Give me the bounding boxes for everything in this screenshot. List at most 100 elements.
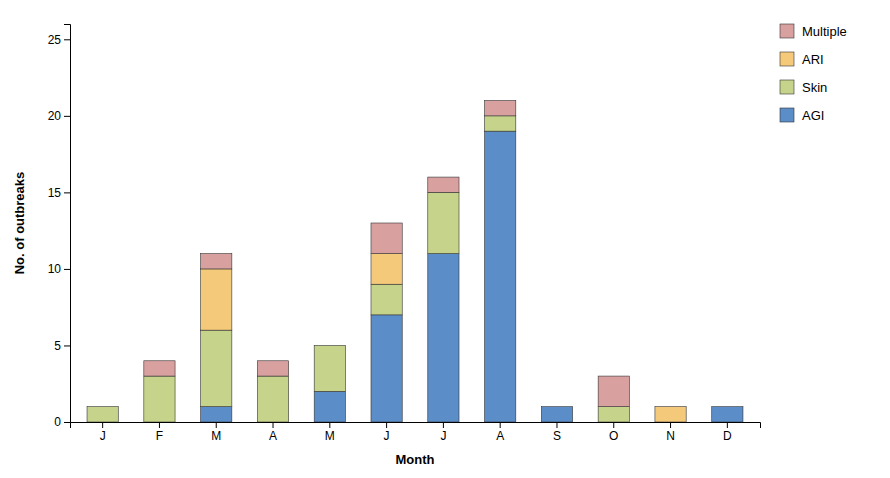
y-tick-mark bbox=[64, 116, 70, 117]
bar bbox=[144, 376, 175, 422]
x-tick-mark bbox=[727, 422, 728, 428]
x-tick-label: F bbox=[156, 429, 163, 443]
x-tick-label: O bbox=[609, 429, 618, 443]
x-tick: M bbox=[211, 422, 221, 443]
bar bbox=[314, 345, 345, 346]
bar bbox=[371, 254, 402, 285]
plot: 0510152025JFMAMJJASONDMonthNo. of outbre… bbox=[12, 25, 761, 468]
x-tick: S bbox=[553, 422, 561, 443]
x-tick: F bbox=[156, 422, 163, 443]
y-tick-label: 0 bbox=[54, 415, 61, 429]
x-tick-label: D bbox=[723, 429, 732, 443]
x-tick-mark bbox=[556, 422, 557, 428]
x-axis-line bbox=[71, 423, 761, 429]
bar bbox=[257, 361, 288, 376]
x-tick-mark bbox=[613, 422, 614, 428]
chart: 0510152025JFMAMJJASONDMonthNo. of outbre… bbox=[0, 0, 890, 478]
x-tick-label: J bbox=[100, 429, 106, 443]
bar bbox=[144, 361, 175, 376]
legend-label: ARI bbox=[802, 52, 824, 67]
bar bbox=[201, 330, 232, 407]
x-tick: J bbox=[100, 422, 106, 443]
x-tick-label: M bbox=[325, 429, 335, 443]
bar bbox=[371, 223, 402, 254]
x-tick-mark bbox=[216, 422, 217, 428]
x-tick-mark bbox=[273, 422, 274, 428]
bar bbox=[257, 376, 288, 422]
legend-swatch bbox=[780, 108, 794, 122]
legend-swatch bbox=[780, 52, 794, 66]
y-tick: 15 bbox=[48, 186, 70, 200]
legend-label: Multiple bbox=[802, 24, 847, 39]
x-tick-label: S bbox=[553, 429, 561, 443]
x-tick-label: M bbox=[211, 429, 221, 443]
x-tick-label: J bbox=[440, 429, 446, 443]
bar bbox=[314, 345, 345, 391]
legend-swatch bbox=[780, 80, 794, 94]
bar bbox=[598, 407, 629, 422]
x-tick-label: J bbox=[384, 429, 390, 443]
bar bbox=[541, 406, 572, 407]
x-tick-mark bbox=[102, 422, 103, 428]
x-tick: D bbox=[723, 422, 732, 443]
x-tick: J bbox=[440, 422, 446, 443]
y-tick: 20 bbox=[48, 109, 70, 123]
legend-item: Skin bbox=[780, 80, 827, 95]
series bbox=[201, 254, 687, 422]
y-tick-mark bbox=[64, 192, 70, 193]
y-axis-title: No. of outbreaks bbox=[12, 172, 27, 275]
bar bbox=[371, 315, 402, 422]
y-tick-mark bbox=[64, 422, 70, 423]
x-tick: J bbox=[384, 422, 390, 443]
x-tick: A bbox=[496, 422, 504, 443]
series bbox=[87, 116, 629, 422]
y-tick-label: 5 bbox=[54, 339, 61, 353]
y-tick-mark bbox=[64, 345, 70, 346]
bar bbox=[712, 407, 743, 422]
series bbox=[144, 101, 630, 407]
bar bbox=[314, 391, 345, 422]
y-axis-line bbox=[64, 25, 71, 423]
x-tick: N bbox=[666, 422, 675, 443]
bar bbox=[87, 406, 118, 407]
series bbox=[201, 131, 743, 422]
legend-label: Skin bbox=[802, 80, 827, 95]
x-tick: A bbox=[269, 422, 277, 443]
legend-item: AGI bbox=[780, 108, 824, 123]
y-tick-label: 15 bbox=[48, 186, 62, 200]
legend-label: AGI bbox=[802, 108, 824, 123]
bar bbox=[428, 254, 459, 422]
bar bbox=[541, 406, 572, 407]
y-tick-mark bbox=[64, 39, 70, 40]
legend-swatch bbox=[780, 24, 794, 38]
x-tick-mark bbox=[159, 422, 160, 428]
bar bbox=[428, 177, 459, 192]
bar bbox=[485, 101, 516, 116]
y-axis: 0510152025 bbox=[48, 25, 71, 430]
bar bbox=[598, 376, 629, 407]
x-tick-mark bbox=[670, 422, 671, 428]
bar bbox=[655, 406, 686, 407]
x-axis: JFMAMJJASOND bbox=[71, 422, 761, 443]
bars bbox=[87, 101, 743, 422]
bar bbox=[655, 407, 686, 422]
legend: Multiple ARI Skin AGI bbox=[780, 24, 847, 123]
legend-item: ARI bbox=[780, 52, 824, 67]
x-tick-mark bbox=[329, 422, 330, 428]
y-tick: 5 bbox=[54, 339, 70, 353]
y-tick: 0 bbox=[54, 415, 70, 429]
x-tick-mark bbox=[500, 422, 501, 428]
x-tick-label: A bbox=[269, 429, 277, 443]
y-tick-label: 25 bbox=[48, 33, 62, 47]
bar bbox=[712, 406, 743, 407]
bar bbox=[201, 269, 232, 330]
bar bbox=[485, 116, 516, 131]
bar bbox=[712, 406, 743, 407]
bar bbox=[541, 407, 572, 422]
bar bbox=[201, 407, 232, 422]
bar bbox=[712, 406, 743, 407]
x-tick-mark bbox=[386, 422, 387, 428]
bar bbox=[371, 284, 402, 315]
x-tick: M bbox=[325, 422, 335, 443]
x-tick-label: A bbox=[496, 429, 504, 443]
